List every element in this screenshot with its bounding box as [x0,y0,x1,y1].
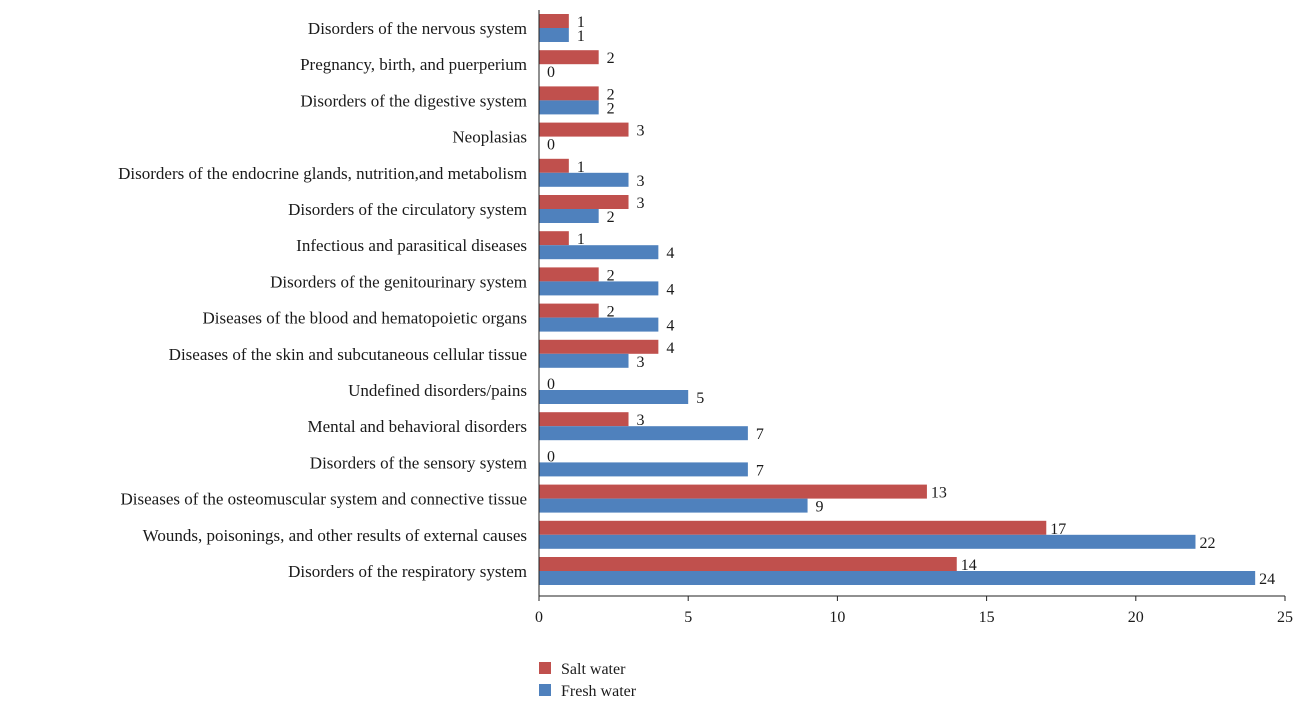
fresh-water-bar [539,281,659,296]
legend-label: Fresh water [561,683,637,700]
category-label: Disorders of the respiratory system [288,562,527,581]
category-label: Disorders of the circulatory system [288,200,527,219]
category-label: Undefined disorders/pains [348,381,527,400]
fresh-water-bar [539,100,599,115]
salt-water-value-label: 14 [961,557,977,574]
category-label: Diseases of the skin and subcutaneous ce… [169,345,527,364]
fresh-water-value-label: 0 [547,137,555,154]
fresh-water-bar [539,172,629,187]
category-label: Diseases of the blood and hematopoietic … [203,309,528,328]
fresh-water-bar [539,462,748,477]
salt-water-value-label: 4 [666,340,674,357]
x-tick-label: 10 [829,609,845,626]
salt-water-value-label: 2 [607,267,615,284]
fresh-water-bar [539,28,569,42]
category-label: Disorders of the endocrine glands, nutri… [118,164,527,183]
category-label: Wounds, poisonings, and other results of… [143,526,527,545]
salt-water-bar [539,158,569,173]
bars-layer [539,14,1256,585]
fresh-water-bar [539,209,599,223]
x-tick-label: 0 [535,609,543,626]
category-label: Infectious and parasitical diseases [296,236,527,255]
fresh-water-bar [539,426,748,441]
category-label: Diseases of the osteomuscular system and… [121,490,527,509]
salt-water-value-label: 0 [547,448,555,465]
salt-water-bar [539,231,569,246]
x-tick-label: 20 [1128,609,1144,626]
category-label: Disorders of the genitourinary system [270,272,527,291]
salt-water-bar [539,14,569,28]
fresh-water-value-label: 9 [816,499,824,516]
category-label: Mental and behavioral disorders [307,417,527,436]
legend-item-salt-water: Salt water [539,661,626,678]
legend-swatch [539,662,551,674]
salt-water-value-label: 3 [637,123,645,140]
fresh-water-bar [539,534,1196,549]
category-label: Disorders of the digestive system [300,91,527,110]
salt-water-value-label: 17 [1050,521,1066,538]
fresh-water-value-label: 2 [607,209,615,226]
fresh-water-bar [539,571,1256,585]
salt-water-bar [539,339,659,354]
salt-water-bar [539,520,1047,535]
x-tick-label: 5 [684,609,692,626]
legend-swatch [539,684,551,696]
salt-water-value-label: 0 [547,376,555,393]
salt-water-value-label: 1 [577,14,585,31]
salt-water-value-label: 3 [637,195,645,212]
salt-water-value-label: 1 [577,159,585,176]
category-label: Disorders of the nervous system [308,19,527,38]
salt-water-bar [539,86,599,101]
fresh-water-value-label: 3 [637,354,645,371]
salt-water-value-label: 13 [931,485,947,502]
fresh-water-value-label: 2 [607,100,615,117]
fresh-water-value-label: 5 [696,390,704,407]
salt-water-bar [539,303,599,318]
salt-water-bar [539,484,927,499]
fresh-water-value-label: 7 [756,426,764,443]
salt-water-value-label: 2 [607,304,615,321]
x-tick-label: 15 [979,609,995,626]
fresh-water-value-label: 24 [1259,571,1275,588]
category-label: Pregnancy, birth, and puerperium [300,55,527,74]
fresh-water-value-label: 3 [637,173,645,190]
fresh-water-value-label: 1 [577,28,585,45]
salt-water-value-label: 2 [607,86,615,103]
legend-label: Salt water [561,661,626,678]
salt-water-bar [539,557,957,571]
x-tick-label: 25 [1277,609,1293,626]
category-labels-layer: Disorders of the nervous system Pregnancy… [118,19,527,581]
fresh-water-bar [539,390,689,404]
fresh-water-value-label: 4 [666,281,674,298]
fresh-water-value-label: 22 [1199,535,1215,552]
fresh-water-bar [539,245,659,260]
salt-water-value-label: 2 [607,50,615,67]
fresh-water-bar [539,317,659,332]
salt-water-value-label: 3 [637,412,645,429]
salt-water-bar [539,412,629,427]
legend: Salt water Fresh water [539,661,637,700]
salt-water-bar [539,267,599,282]
salt-water-value-label: 1 [577,231,585,248]
category-label: Neoplasias [452,128,527,147]
salt-water-bar [539,195,629,209]
fresh-water-value-label: 7 [756,462,764,479]
category-label: Disorders of the sensory system [310,453,527,472]
fresh-water-value-label: 0 [547,64,555,81]
axis-layer: 0 5 10 15 20 25 [535,10,1293,626]
fresh-water-bar [539,498,808,513]
fresh-water-bar [539,353,629,368]
salt-water-bar [539,122,629,137]
fresh-water-value-label: 4 [666,318,674,335]
fresh-water-value-label: 4 [666,245,674,262]
legend-item-fresh-water: Fresh water [539,683,637,700]
salt-water-bar [539,50,599,65]
